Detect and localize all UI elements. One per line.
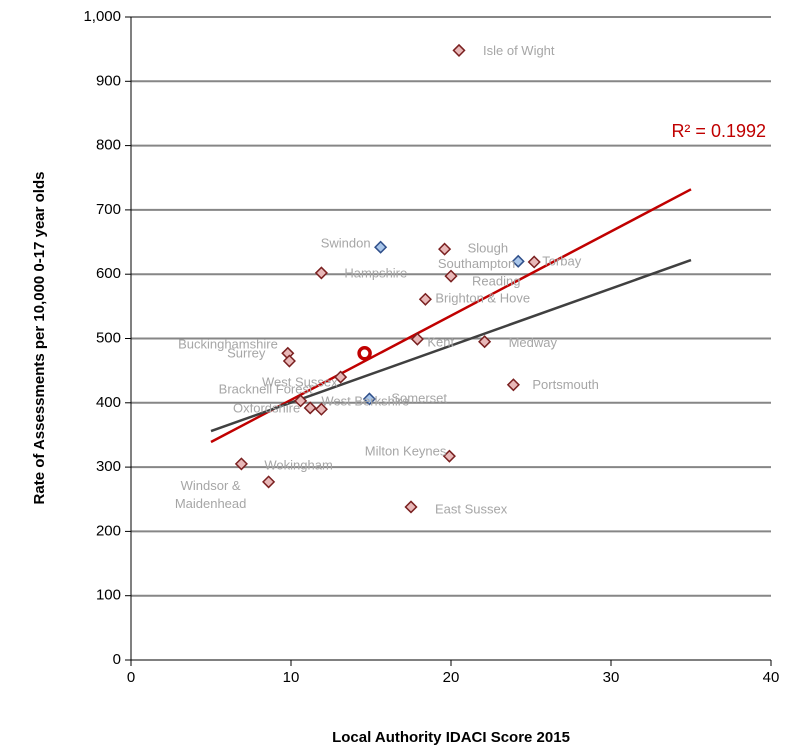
y-tick-label: 800: [96, 137, 121, 154]
x-tick-label: 0: [127, 669, 135, 686]
data-point: [452, 43, 466, 57]
data-point: [527, 255, 541, 269]
point-label: Wokingham: [264, 457, 332, 472]
point-label: Milton Keynes: [365, 444, 447, 459]
data-point: [314, 266, 328, 280]
y-tick-label: 700: [96, 201, 121, 218]
point-label: Buckinghamshire: [178, 337, 278, 352]
point-label: Kent: [427, 335, 454, 350]
y-tick-label: 200: [96, 522, 121, 539]
point-label: Bracknell Forest: [219, 381, 313, 396]
y-tick-label: 100: [96, 587, 121, 604]
point-label: Brighton & Hove: [435, 291, 530, 306]
trendline: [210, 258, 692, 433]
point-label: Hampshire: [344, 265, 407, 280]
y-tick-label: 0: [113, 651, 121, 668]
data-point: [511, 254, 525, 268]
data-point: [362, 392, 376, 406]
y-tick-label: 600: [96, 265, 121, 282]
data-point: [282, 354, 296, 368]
point-label: Surrey: [227, 345, 266, 360]
point-label: Oxfordshire: [233, 400, 300, 415]
data-point: [506, 378, 520, 392]
data-point: [262, 475, 276, 489]
point-label: Southampton: [438, 256, 515, 271]
data-point: [374, 240, 388, 254]
point-label: West Berkshire: [321, 394, 409, 409]
data-point: [478, 335, 492, 349]
point-label: West Sussex: [262, 375, 338, 390]
point-label: Somerset: [391, 390, 447, 405]
x-tick-label: 10: [283, 669, 300, 686]
x-tick-label: 20: [443, 669, 460, 686]
point-label: Windsor & Maidenhead: [175, 478, 247, 511]
y-tick-label: 300: [96, 458, 121, 475]
data-point: [294, 394, 308, 408]
data-point: [404, 500, 418, 514]
y-axis-title: Rate of Assessments per 10,000 0-17 year…: [31, 172, 48, 505]
x-tick-label: 30: [603, 669, 620, 686]
y-tick-label: 900: [96, 72, 121, 89]
data-point: [410, 332, 424, 346]
point-label: Swindon: [321, 236, 371, 251]
data-point: [303, 401, 317, 415]
data-point: [442, 449, 456, 463]
data-point: [438, 242, 452, 256]
r-squared: R² = 0.1992: [671, 121, 766, 141]
point-label: East Sussex: [435, 501, 508, 516]
y-tick-label: 400: [96, 394, 121, 411]
point-label: Isle of Wight: [483, 43, 555, 58]
data-point: [334, 370, 348, 384]
average-marker: [357, 346, 372, 361]
trendline: [210, 188, 692, 444]
data-point: [234, 457, 248, 471]
point-label: Torbay: [542, 253, 582, 268]
point-label: Portsmouth: [532, 377, 598, 392]
point-label: Slough: [468, 241, 508, 256]
x-axis-title: Local Authority IDACI Score 2015: [332, 729, 570, 746]
point-label: Reading: [472, 274, 520, 289]
data-point: [444, 269, 458, 283]
x-tick-label: 40: [763, 669, 780, 686]
data-point: [418, 292, 432, 306]
y-tick-label: 500: [96, 329, 121, 346]
data-point: [314, 402, 328, 416]
point-label: Medway: [509, 335, 558, 350]
y-tick-label: 1,000: [83, 8, 121, 25]
